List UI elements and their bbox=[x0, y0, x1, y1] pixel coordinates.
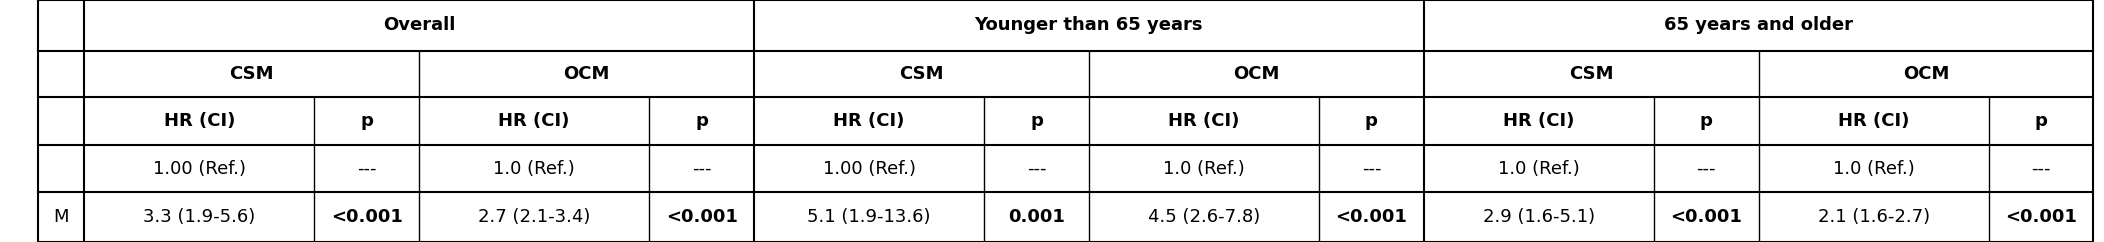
Text: HR (CI): HR (CI) bbox=[499, 112, 570, 130]
Text: p: p bbox=[694, 112, 709, 130]
Text: 1.0 (Ref.): 1.0 (Ref.) bbox=[1164, 160, 1246, 178]
Text: p: p bbox=[2035, 112, 2047, 130]
Text: ---: --- bbox=[692, 160, 711, 178]
Text: 1.0 (Ref.): 1.0 (Ref.) bbox=[1833, 160, 1915, 178]
Text: <0.001: <0.001 bbox=[1671, 208, 1742, 226]
Text: CSM: CSM bbox=[229, 65, 274, 83]
Text: HR (CI): HR (CI) bbox=[1839, 112, 1910, 130]
Text: p: p bbox=[1365, 112, 1378, 130]
Text: Overall: Overall bbox=[383, 16, 454, 34]
Text: 65 years and older: 65 years and older bbox=[1664, 16, 1854, 34]
Text: 4.5 (2.6-7.8): 4.5 (2.6-7.8) bbox=[1149, 208, 1260, 226]
Text: ---: --- bbox=[358, 160, 377, 178]
Text: <0.001: <0.001 bbox=[665, 208, 739, 226]
Text: CSM: CSM bbox=[898, 65, 943, 83]
Text: OCM: OCM bbox=[1233, 65, 1279, 83]
Text: HR (CI): HR (CI) bbox=[1502, 112, 1574, 130]
Text: 1.00 (Ref.): 1.00 (Ref.) bbox=[823, 160, 915, 178]
Text: p: p bbox=[1031, 112, 1044, 130]
Text: p: p bbox=[1700, 112, 1713, 130]
Text: ---: --- bbox=[1027, 160, 1046, 178]
Text: <0.001: <0.001 bbox=[330, 208, 402, 226]
Text: OCM: OCM bbox=[1902, 65, 1948, 83]
Text: 2.7 (2.1-3.4): 2.7 (2.1-3.4) bbox=[478, 208, 591, 226]
Text: 2.9 (1.6-5.1): 2.9 (1.6-5.1) bbox=[1483, 208, 1595, 226]
Text: <0.001: <0.001 bbox=[2005, 208, 2077, 226]
Text: HR (CI): HR (CI) bbox=[833, 112, 905, 130]
Text: 3.3 (1.9-5.6): 3.3 (1.9-5.6) bbox=[143, 208, 255, 226]
Text: 2.1 (1.6-2.7): 2.1 (1.6-2.7) bbox=[1818, 208, 1929, 226]
Text: M: M bbox=[53, 208, 69, 226]
Text: OCM: OCM bbox=[564, 65, 610, 83]
Text: 1.0 (Ref.): 1.0 (Ref.) bbox=[492, 160, 574, 178]
Text: ---: --- bbox=[1696, 160, 1717, 178]
Text: CSM: CSM bbox=[1570, 65, 1614, 83]
Text: ---: --- bbox=[1361, 160, 1380, 178]
Text: 1.0 (Ref.): 1.0 (Ref.) bbox=[1498, 160, 1580, 178]
Text: ---: --- bbox=[2030, 160, 2051, 178]
Text: HR (CI): HR (CI) bbox=[164, 112, 236, 130]
Text: 0.001: 0.001 bbox=[1008, 208, 1065, 226]
Text: p: p bbox=[360, 112, 372, 130]
Text: 1.00 (Ref.): 1.00 (Ref.) bbox=[154, 160, 246, 178]
Text: 5.1 (1.9-13.6): 5.1 (1.9-13.6) bbox=[808, 208, 930, 226]
Text: <0.001: <0.001 bbox=[1336, 208, 1408, 226]
Text: HR (CI): HR (CI) bbox=[1168, 112, 1239, 130]
Text: Younger than 65 years: Younger than 65 years bbox=[974, 16, 1203, 34]
